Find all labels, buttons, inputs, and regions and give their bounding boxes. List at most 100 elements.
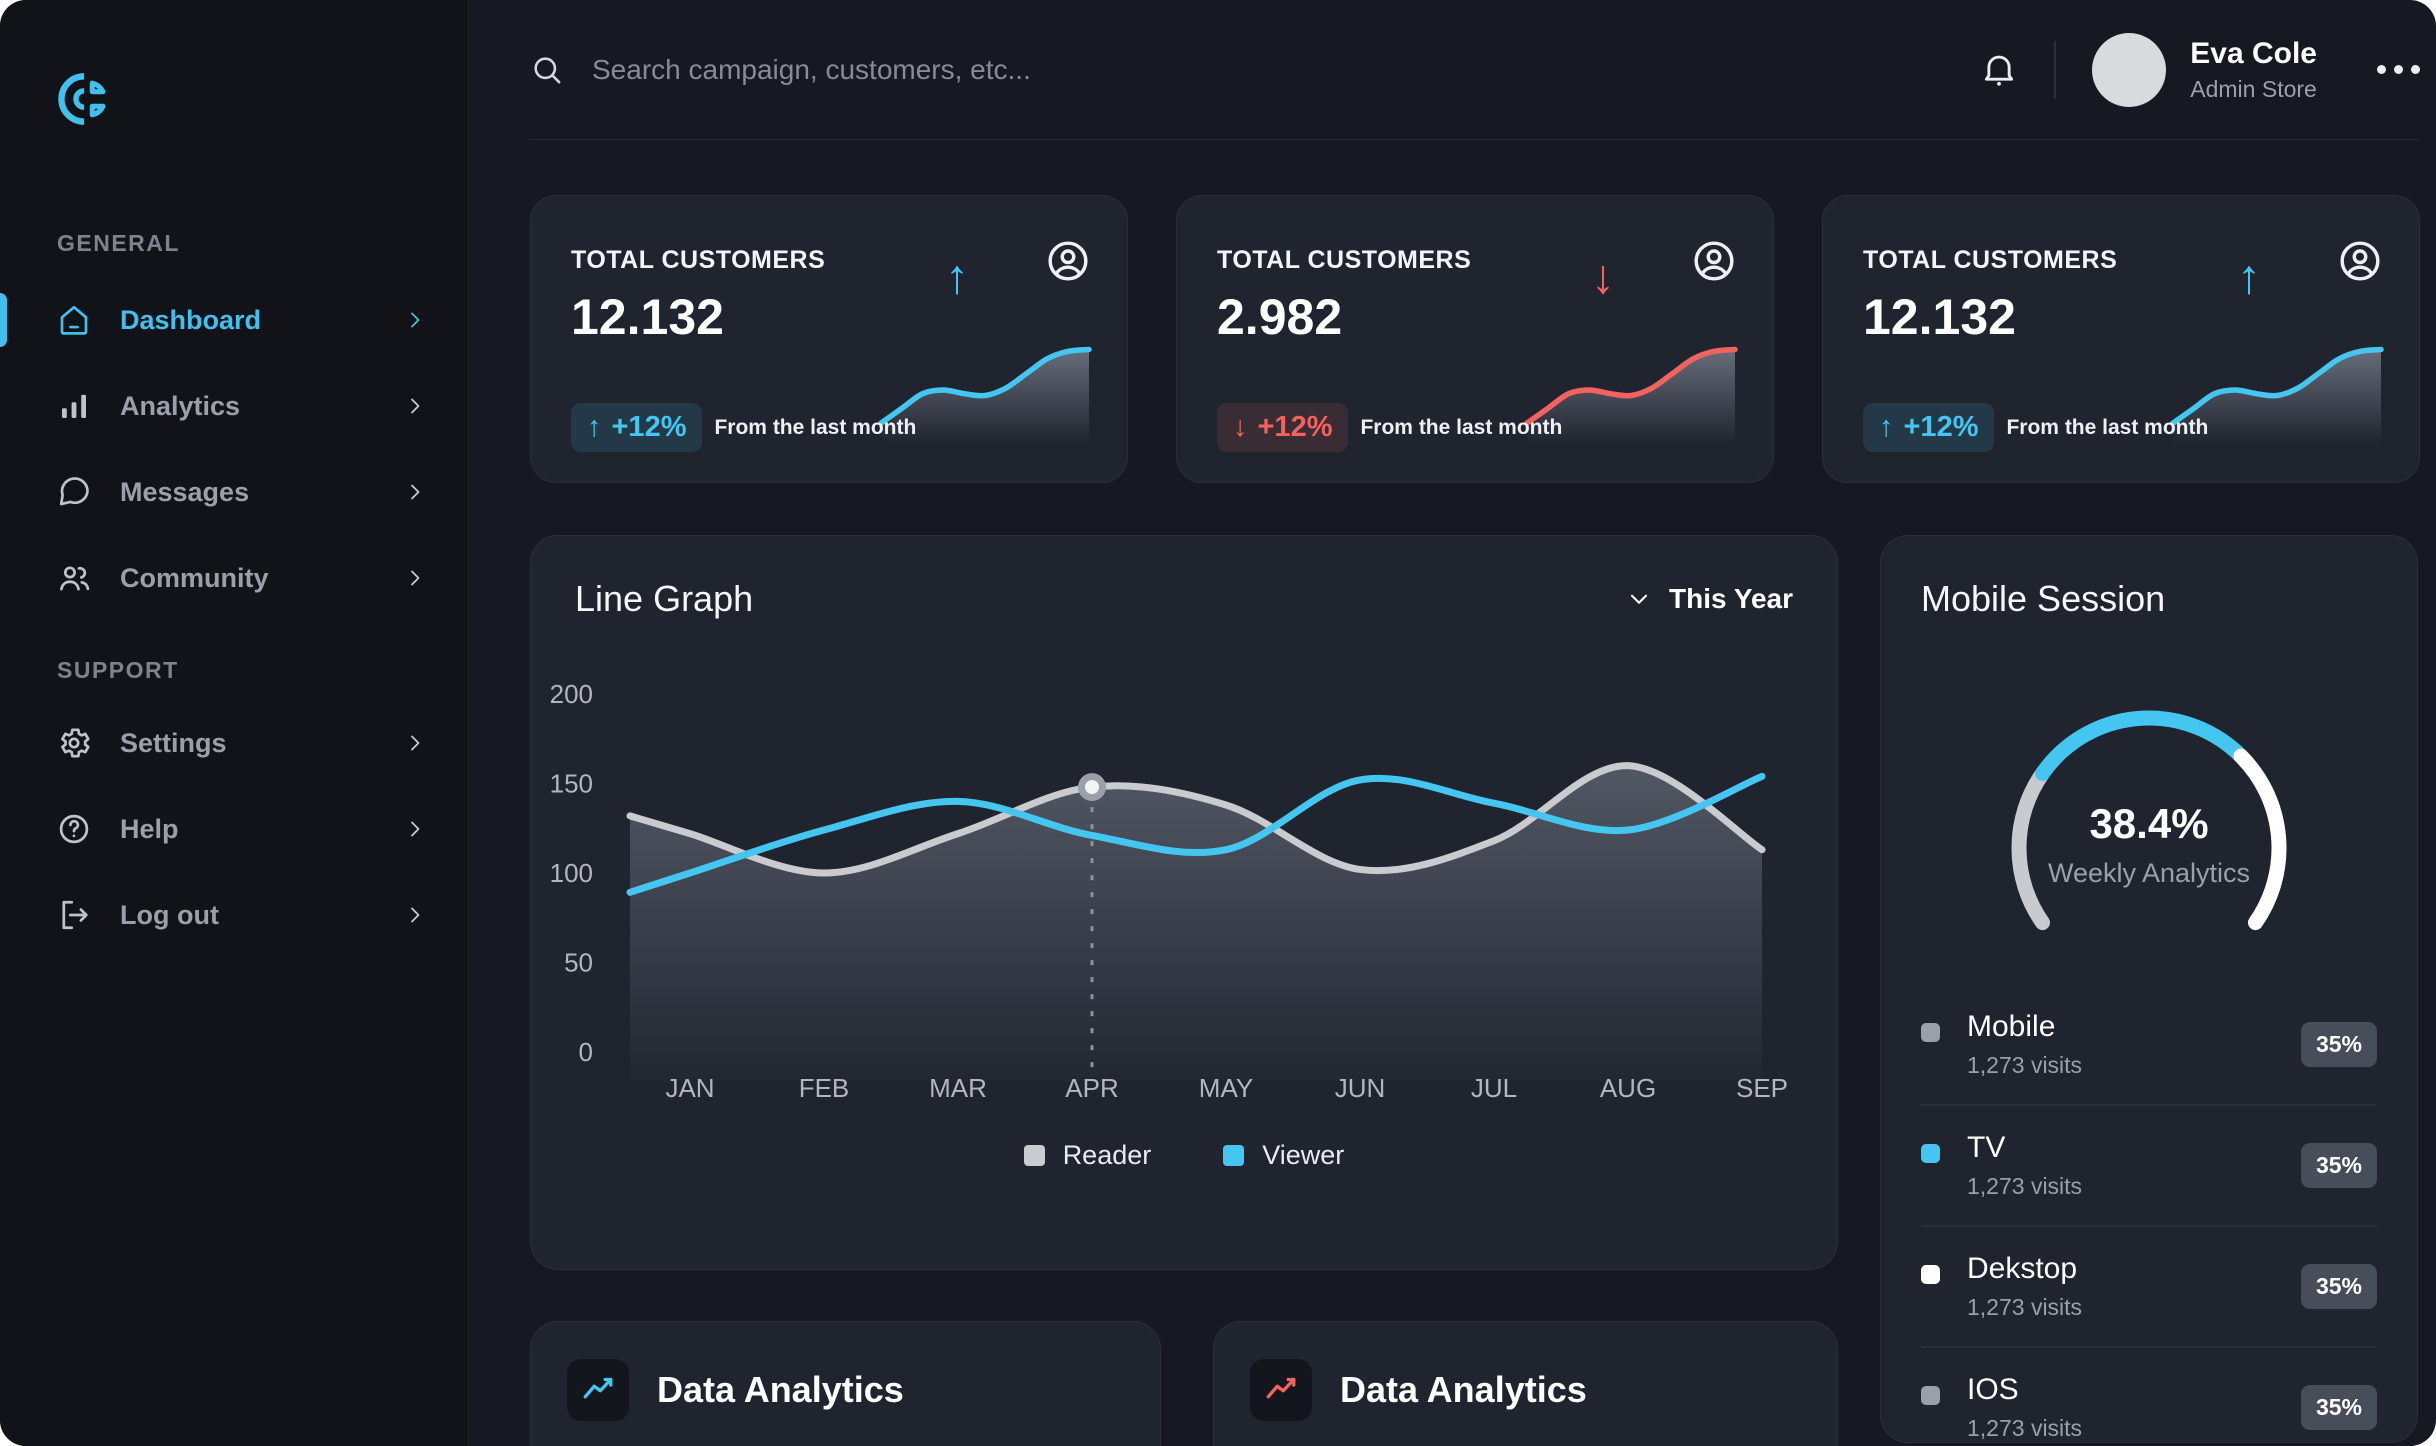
- sidebar-item-dashboard[interactable]: Dashboard: [0, 277, 467, 363]
- stat-sparkline: [2170, 346, 2384, 444]
- stat-value: 12.132: [1863, 289, 2016, 345]
- bar-chart-icon: [56, 387, 94, 425]
- more-options-button[interactable]: [2377, 65, 2420, 74]
- topbar-right: Eva Cole Admin Store: [1980, 32, 2420, 107]
- user-circle-icon: [1691, 238, 1737, 284]
- device-row-desktop: Dekstop 1,273 visits 35%: [1921, 1227, 2377, 1348]
- gauge-value: 38.4%: [2089, 800, 2209, 847]
- svg-text:APR: APR: [1065, 1073, 1118, 1103]
- svg-text:100: 100: [550, 858, 593, 888]
- device-share-badge: 35%: [2300, 1264, 2377, 1309]
- data-analytics-card-1[interactable]: Data Analytics: [530, 1321, 1161, 1446]
- topbar: Eva Cole Admin Store: [530, 0, 2420, 140]
- stat-title: TOTAL CUSTOMERS: [571, 246, 826, 274]
- sidebar-item-analytics[interactable]: Analytics: [0, 363, 467, 449]
- avatar[interactable]: [2092, 32, 2167, 107]
- line-graph-title: Line Graph: [575, 578, 754, 619]
- gauge-arc: [2011, 710, 2287, 931]
- gear-icon: [56, 724, 94, 762]
- device-bullet: [1921, 1144, 1940, 1163]
- sidebar-item-community[interactable]: Community: [0, 535, 467, 621]
- chevron-right-icon: [403, 817, 427, 841]
- sidebar-item-label: Community: [120, 562, 269, 593]
- device-info: IOS 1,273 visits: [1967, 1373, 2301, 1442]
- notifications-button[interactable]: [1980, 51, 2018, 89]
- users-icon: [56, 559, 94, 597]
- sidebar-nav-support: Settings Help Log out: [0, 700, 467, 958]
- device-bullet: [1921, 1265, 1940, 1284]
- sidebar-item-settings[interactable]: Settings: [0, 700, 467, 786]
- sidebar-section-support: SUPPORT: [57, 657, 179, 683]
- app-logo[interactable]: [56, 70, 114, 128]
- change-value: +12%: [1903, 411, 1979, 443]
- device-bullet: [1921, 1386, 1940, 1405]
- sidebar-item-messages[interactable]: Messages: [0, 449, 467, 535]
- sidebar-section-general: GENERAL: [57, 230, 180, 256]
- device-row-tv: TV 1,273 visits 35%: [1921, 1106, 2377, 1227]
- year-filter-dropdown[interactable]: This Year: [1625, 583, 1793, 615]
- device-visits: 1,273 visits: [1967, 1294, 2083, 1320]
- sidebar-item-help[interactable]: Help: [0, 786, 467, 872]
- stat-title: TOTAL CUSTOMERS: [1217, 246, 1472, 274]
- search-input[interactable]: [590, 52, 1410, 87]
- data-analytics-card-2[interactable]: Data Analytics: [1212, 1321, 1838, 1446]
- user-circle-icon: [2337, 238, 2383, 284]
- svg-text:0: 0: [579, 1037, 593, 1067]
- help-circle-icon: [56, 810, 94, 848]
- device-info: Dekstop 1,273 visits: [1967, 1252, 2301, 1321]
- search-icon: [530, 53, 564, 87]
- sidebar-item-logout[interactable]: Log out: [0, 872, 467, 958]
- ellipsis-icon: [2394, 65, 2403, 74]
- stat-card-1: TOTAL CUSTOMERS 12.132 ↑ ↑ +12% From the …: [530, 195, 1128, 483]
- device-name: IOS: [1967, 1373, 2019, 1406]
- svg-text:MAR: MAR: [929, 1073, 987, 1103]
- device-share-badge: 35%: [2300, 1022, 2377, 1067]
- logout-icon: [56, 896, 94, 934]
- stat-card-2: TOTAL CUSTOMERS 2.982 ↓ ↓ +12% From the l…: [1176, 195, 1774, 483]
- line-chart: 0 50 100 150 200 JAN FEB MAR APR MAY JUN JUL AUG SEP: [550, 679, 1788, 1103]
- mini-card-title: Data Analytics: [657, 1369, 904, 1410]
- badge-arrow-icon: ↑: [587, 411, 602, 443]
- legend-item-viewer: Viewer: [1223, 1140, 1344, 1171]
- svg-text:SEP: SEP: [1736, 1073, 1788, 1103]
- home-icon: [56, 301, 94, 339]
- svg-text:JUL: JUL: [1471, 1073, 1517, 1103]
- svg-text:AUG: AUG: [1600, 1073, 1656, 1103]
- chevron-right-icon: [403, 731, 427, 755]
- stat-value: 12.132: [571, 289, 724, 345]
- chevron-right-icon: [403, 394, 427, 418]
- badge-arrow-icon: ↑: [1879, 411, 1894, 443]
- device-visits: 1,273 visits: [1967, 1415, 2083, 1441]
- stat-caption: From the last month: [2006, 415, 2209, 439]
- bottom-row: Data Analytics Data Analytics: [530, 1321, 1838, 1446]
- device-name: Mobile: [1967, 1010, 2056, 1043]
- device-list: Mobile 1,273 visits 35% TV 1,273 visits …: [1921, 985, 2377, 1446]
- sidebar-nav: Dashboard Analytics Messages: [0, 277, 467, 621]
- sidebar: GENERAL Dashboard Analytics: [0, 0, 467, 1446]
- svg-text:JUN: JUN: [1335, 1073, 1386, 1103]
- mobile-session-title: Mobile Session: [1921, 578, 2166, 619]
- change-badge: ↑ +12%: [1863, 403, 1995, 452]
- stat-title: TOTAL CUSTOMERS: [1863, 246, 2118, 274]
- mobile-session-card: Mobile Session 38.4% Weekly Analytics Mo…: [1880, 535, 2418, 1443]
- device-share-badge: 35%: [2300, 1385, 2377, 1430]
- change-value: +12%: [1257, 411, 1333, 443]
- sidebar-item-label: Messages: [120, 476, 250, 507]
- chevron-right-icon: [403, 566, 427, 590]
- user-info: Eva Cole Admin Store: [2190, 37, 2317, 103]
- chevron-right-icon: [403, 903, 427, 927]
- sidebar-item-label: Analytics: [120, 390, 241, 421]
- stat-sparkline: [878, 346, 1092, 444]
- stat-footer: ↑ +12% From the last month: [1863, 403, 2208, 452]
- stat-caption: From the last month: [714, 415, 917, 439]
- stat-card-3: TOTAL CUSTOMERS 12.132 ↑ ↑ +12% From the …: [1822, 195, 2420, 483]
- device-visits: 1,273 visits: [1967, 1173, 2083, 1199]
- gauge: 38.4% Weekly Analytics: [1921, 690, 2377, 935]
- chevron-right-icon: [403, 308, 427, 332]
- content-row: Line Graph This Year 0 50 100 150 200 JAN FEB M…: [530, 535, 2420, 1446]
- change-badge: ↓ +12%: [1217, 403, 1349, 452]
- main-area: Eva Cole Admin Store TOTAL CUSTOMERS 12.…: [467, 0, 2436, 1446]
- stat-footer: ↑ +12% From the last month: [571, 403, 916, 452]
- user-circle-icon: [1045, 238, 1091, 284]
